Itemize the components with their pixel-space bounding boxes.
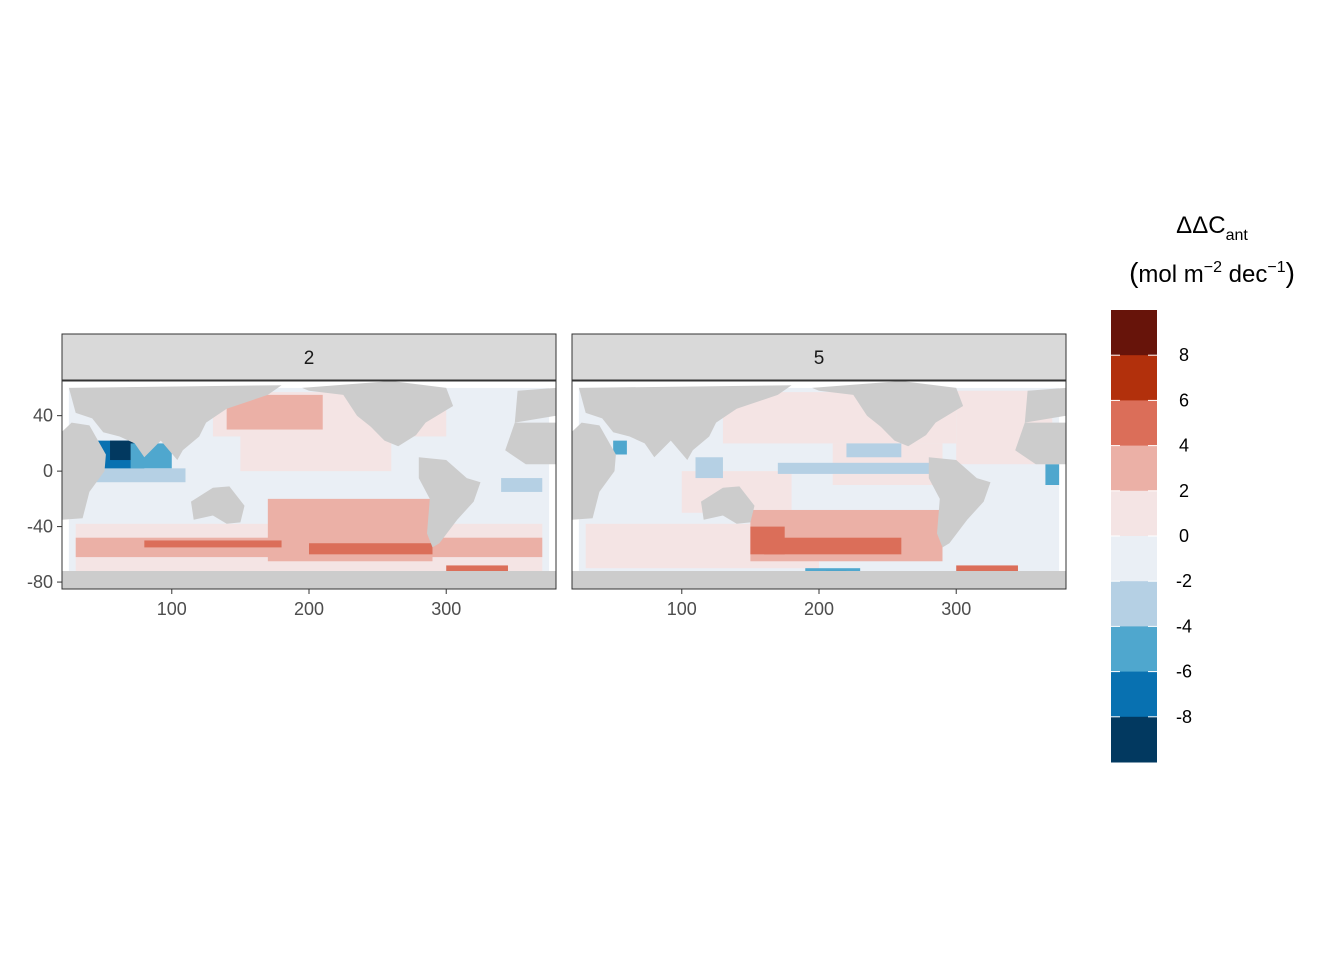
legend-swatch	[1111, 490, 1157, 537]
data-cell	[846, 443, 902, 458]
legend-swatch	[1111, 581, 1157, 627]
data-cell	[144, 540, 282, 548]
legend-title-unit-dec: dec	[1222, 261, 1267, 288]
panel-plot-area	[62, 381, 556, 589]
legend-label: 4	[1179, 436, 1189, 456]
legend-swatch	[1111, 671, 1157, 718]
color-legend: ΔΔCant (mol m−2 dec−1) 8 6 4 2 0 -2 -4 -6 -8	[1111, 212, 1295, 763]
x-tick-label: 300	[941, 599, 971, 619]
y-tick-label: -40	[27, 517, 53, 537]
legend-swatch	[1111, 355, 1157, 401]
facet-panel-5: 5 100 200 300	[571, 333, 1067, 619]
land-mass	[302, 381, 454, 447]
y-tick-label: -80	[27, 572, 53, 592]
x-tick-label: 200	[804, 599, 834, 619]
x-tick-label: 100	[667, 599, 697, 619]
data-cell	[92, 468, 186, 483]
land-mass	[812, 381, 964, 447]
legend-title-exp1: −2	[1204, 259, 1222, 276]
legend-swatch	[1111, 400, 1157, 447]
data-cell	[613, 440, 627, 455]
legend-title-paren-close: )	[1286, 257, 1295, 288]
legend-title-paren-open: (	[1129, 257, 1139, 288]
legend-label: -2	[1176, 571, 1192, 591]
legend-swatch	[1111, 626, 1157, 673]
land-mass	[514, 387, 556, 423]
facet-strip	[61, 333, 557, 381]
land-mass	[701, 486, 755, 524]
legend-title-exp2: −1	[1267, 259, 1285, 276]
data-cell	[110, 440, 134, 461]
land-mass	[191, 486, 245, 524]
legend-label: 8	[1179, 345, 1189, 365]
legend-title-line1: ΔΔCant	[1176, 212, 1248, 244]
facet-panel-2: 2 100 200 300	[61, 333, 557, 619]
legend-label: -8	[1176, 707, 1192, 727]
legend-title-subscript: ant	[1226, 227, 1249, 244]
data-cell	[764, 537, 902, 555]
facet-strip	[571, 333, 1067, 381]
legend-swatch	[1111, 716, 1157, 763]
data-cell	[309, 543, 433, 555]
legend-title-unit-mol: mol m	[1138, 261, 1203, 288]
y-tick-label: 0	[43, 461, 53, 481]
legend-swatch	[1111, 310, 1157, 356]
y-tick-label: 40	[33, 406, 53, 426]
legend-label: 2	[1179, 481, 1189, 501]
land-mass	[572, 571, 1066, 589]
data-cell	[1045, 464, 1060, 485]
data-cell	[446, 565, 508, 576]
land-mass	[62, 422, 106, 520]
data-cell	[695, 457, 723, 479]
land-mass	[1024, 387, 1066, 423]
facet-strip-label: 5	[814, 348, 825, 369]
legend-swatch	[1111, 445, 1157, 492]
data-cell	[750, 526, 785, 555]
x-tick-label: 100	[157, 599, 187, 619]
land-mass	[505, 422, 556, 465]
x-tick-label: 300	[431, 599, 461, 619]
land-mass	[68, 385, 282, 460]
legend-title-line2: (mol m−2 dec−1)	[1129, 257, 1295, 288]
panel-plot-area	[572, 381, 1066, 589]
data-cell	[501, 478, 543, 492]
land-mass	[418, 457, 481, 548]
land-mass	[928, 457, 991, 548]
legend-colorbar: 8 6 4 2 0 -2 -4 -6 -8	[1111, 310, 1192, 763]
land-mass	[578, 385, 792, 460]
legend-label: -4	[1176, 616, 1192, 636]
legend-label: 6	[1179, 390, 1189, 410]
land-mass	[1015, 422, 1066, 465]
facet-panels: 2 100 200 300 5 100 200 300	[61, 333, 1067, 619]
legend-title-main: ΔΔC	[1176, 212, 1225, 239]
land-mass	[572, 422, 616, 520]
legend-swatch	[1111, 536, 1157, 582]
legend-label: 0	[1179, 526, 1189, 546]
y-axis: 40 0 -40 -80	[27, 406, 62, 592]
legend-label: -6	[1176, 662, 1192, 682]
land-mass	[62, 571, 556, 589]
x-tick-label: 200	[294, 599, 324, 619]
facet-strip-label: 2	[304, 348, 315, 369]
data-cell	[777, 462, 957, 474]
